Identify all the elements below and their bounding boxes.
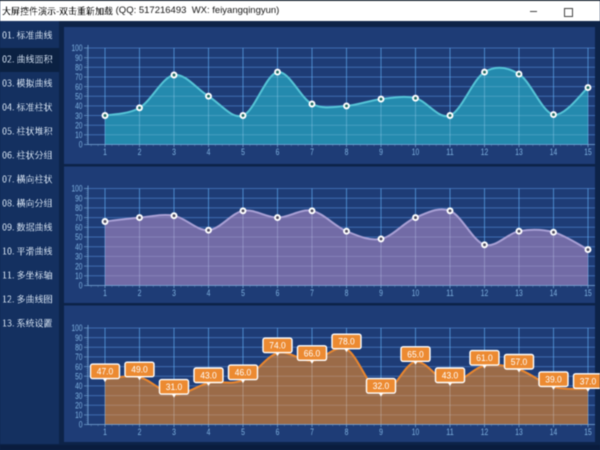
- svg-text:10: 10: [412, 288, 419, 299]
- svg-text:7: 7: [310, 288, 314, 299]
- svg-text:30: 30: [75, 391, 82, 402]
- svg-text:1: 1: [103, 288, 107, 299]
- svg-text:6: 6: [276, 427, 280, 438]
- svg-text:2: 2: [138, 427, 142, 438]
- svg-text:2: 2: [138, 147, 142, 158]
- svg-text:5: 5: [241, 427, 245, 438]
- svg-text:10: 10: [75, 410, 82, 421]
- svg-text:11: 11: [446, 288, 453, 299]
- svg-text:0: 0: [79, 420, 83, 431]
- svg-text:9: 9: [379, 427, 383, 438]
- svg-text:11: 11: [446, 147, 453, 158]
- svg-text:10: 10: [75, 271, 82, 282]
- svg-text:6: 6: [276, 288, 280, 299]
- svg-text:40: 40: [75, 242, 82, 253]
- svg-text:65.0: 65.0: [407, 349, 424, 359]
- svg-text:60: 60: [75, 362, 82, 373]
- svg-text:20: 20: [75, 400, 82, 411]
- svg-text:5: 5: [241, 147, 245, 158]
- svg-text:43.0: 43.0: [442, 371, 459, 381]
- svg-text:12: 12: [481, 288, 488, 299]
- svg-text:61.0: 61.0: [476, 353, 493, 363]
- svg-text:4: 4: [207, 427, 211, 438]
- svg-text:20: 20: [75, 261, 82, 272]
- svg-text:40: 40: [75, 101, 82, 112]
- svg-text:7: 7: [310, 147, 314, 158]
- svg-text:20: 20: [75, 120, 82, 131]
- svg-text:1: 1: [103, 427, 107, 438]
- svg-text:40: 40: [75, 381, 82, 392]
- svg-text:70: 70: [75, 352, 82, 363]
- svg-text:3: 3: [172, 427, 176, 438]
- svg-text:66.0: 66.0: [304, 348, 321, 358]
- svg-text:15: 15: [584, 288, 591, 299]
- svg-text:90: 90: [75, 53, 82, 64]
- svg-text:0: 0: [79, 281, 83, 292]
- svg-text:15: 15: [584, 147, 591, 158]
- svg-text:14: 14: [550, 427, 557, 438]
- svg-text:4: 4: [207, 288, 211, 299]
- svg-text:10: 10: [412, 427, 419, 438]
- svg-text:13: 13: [515, 427, 522, 438]
- svg-text:13: 13: [515, 288, 522, 299]
- svg-text:5: 5: [241, 288, 245, 299]
- svg-text:4: 4: [207, 147, 211, 158]
- svg-text:47.0: 47.0: [97, 367, 114, 377]
- svg-text:78.0: 78.0: [338, 337, 355, 347]
- svg-text:90: 90: [75, 333, 82, 344]
- svg-text:43.0: 43.0: [200, 371, 217, 381]
- svg-text:60: 60: [75, 223, 82, 234]
- svg-text:100: 100: [72, 43, 83, 54]
- svg-text:6: 6: [276, 147, 280, 158]
- svg-text:11: 11: [446, 427, 453, 438]
- svg-text:14: 14: [550, 147, 557, 158]
- svg-text:57.0: 57.0: [511, 357, 528, 367]
- svg-text:2: 2: [138, 288, 142, 299]
- svg-text:30: 30: [75, 111, 82, 122]
- svg-text:10: 10: [412, 147, 419, 158]
- svg-text:7: 7: [310, 427, 314, 438]
- svg-text:100: 100: [72, 323, 83, 334]
- svg-text:70: 70: [75, 72, 82, 83]
- svg-text:13: 13: [515, 147, 522, 158]
- svg-text:3: 3: [172, 288, 176, 299]
- svg-text:8: 8: [345, 147, 349, 158]
- svg-text:50: 50: [75, 232, 82, 243]
- svg-text:0: 0: [79, 140, 83, 151]
- svg-text:12: 12: [481, 147, 488, 158]
- svg-text:3: 3: [172, 147, 176, 158]
- svg-text:32.0: 32.0: [373, 381, 390, 391]
- svg-text:15: 15: [584, 427, 591, 438]
- svg-text:70: 70: [75, 213, 82, 224]
- svg-text:9: 9: [379, 147, 383, 158]
- svg-text:50: 50: [75, 371, 82, 382]
- svg-text:1: 1: [103, 147, 107, 158]
- svg-text:8: 8: [345, 427, 349, 438]
- svg-text:10: 10: [75, 130, 82, 141]
- svg-text:60: 60: [75, 82, 82, 93]
- svg-text:37.0: 37.0: [580, 376, 597, 386]
- svg-text:12: 12: [481, 427, 488, 438]
- svg-text:80: 80: [75, 343, 82, 354]
- svg-text:46.0: 46.0: [235, 368, 252, 378]
- svg-text:80: 80: [75, 63, 82, 74]
- svg-text:30: 30: [75, 252, 82, 263]
- svg-text:100: 100: [72, 184, 83, 195]
- svg-text:14: 14: [550, 288, 557, 299]
- svg-text:49.0: 49.0: [131, 365, 148, 375]
- svg-text:90: 90: [75, 193, 82, 204]
- svg-text:39.0: 39.0: [545, 374, 562, 384]
- svg-text:50: 50: [75, 92, 82, 103]
- svg-text:8: 8: [345, 288, 349, 299]
- svg-text:31.0: 31.0: [166, 382, 183, 392]
- svg-text:80: 80: [75, 203, 82, 214]
- svg-text:9: 9: [379, 288, 383, 299]
- svg-text:74.0: 74.0: [269, 341, 286, 351]
